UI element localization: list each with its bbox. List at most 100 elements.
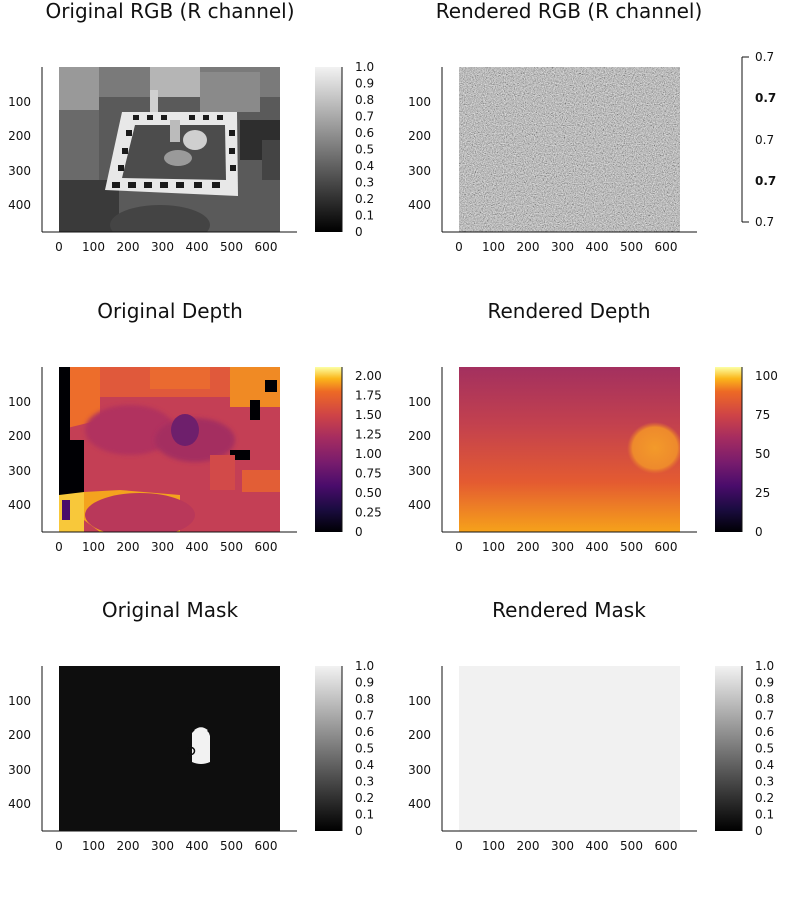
x-tick-label: 200	[117, 839, 140, 853]
colorbar-tick-label: 0.25	[355, 506, 382, 520]
colorbar-tick-label: 1.75	[355, 389, 382, 403]
y-tick-label: 200	[8, 429, 31, 443]
colorbar-tick-label: 0.1	[355, 808, 374, 822]
y-tick-label: 300	[8, 763, 31, 777]
y-tick-labels: 100 200 300 400	[408, 395, 431, 512]
heatmap-image-photo	[59, 67, 280, 232]
colorbar-tick-label: 0	[355, 225, 363, 239]
colorbar: 0 25 50 75 100	[715, 367, 778, 539]
y-tick-label: 400	[408, 797, 431, 811]
x-tick-label: 500	[620, 240, 643, 254]
colorbar-tick-label: 1.0	[755, 659, 774, 673]
y-tick-label: 300	[408, 763, 431, 777]
colorbar-tick-label: 0.2	[755, 791, 774, 805]
colorbar-tick-label: 0.3	[355, 775, 374, 789]
x-tick-label: 400	[586, 839, 609, 853]
colorbar-tick-label: 0	[355, 525, 363, 539]
panel-rendered-depth: Rendered Depth 0 100 200 300 400 500 600…	[408, 299, 778, 554]
colorbar-tick-label: 0.5	[355, 143, 374, 157]
colorbar-tick-label: 0.4	[755, 758, 774, 772]
x-tick-label: 200	[517, 839, 540, 853]
colorbar-tick-label: 0.7	[755, 133, 774, 147]
x-tick-label: 500	[620, 540, 643, 554]
colorbar-tick-label: 1.0	[355, 60, 374, 74]
colorbar-tick-label: 0.3	[355, 176, 374, 190]
colorbar-tick-label: 0.8	[355, 692, 374, 706]
x-tick-label: 0	[55, 540, 63, 554]
y-tick-label: 200	[8, 129, 31, 143]
axes	[41, 367, 297, 533]
x-tick-label: 400	[586, 240, 609, 254]
x-tick-label: 400	[186, 839, 209, 853]
colorbar-tick-label: 0.7	[755, 174, 776, 188]
x-tick-labels: 0 100 200 300 400 500 600	[455, 839, 677, 853]
panel-original-rgb: Original RGB (R channel)	[8, 0, 374, 254]
colorbar-tick-labels: 0 0.25 0.50 0.75 1.00 1.25 1.50 1.75 2.0…	[355, 369, 382, 539]
colorbar-tick-labels: 0 0.1 0.2 0.3 0.4 0.5 0.6 0.7 0.8 0.9 1.…	[355, 60, 374, 239]
x-tick-label: 500	[220, 240, 243, 254]
colorbar-tick-label: 0.2	[355, 791, 374, 805]
x-tick-label: 0	[55, 839, 63, 853]
x-tick-label: 0	[55, 240, 63, 254]
panel-title: Original Depth	[97, 299, 243, 323]
x-tick-label: 300	[551, 240, 574, 254]
x-tick-label: 500	[620, 839, 643, 853]
colorbar: 0 0.1 0.2 0.3 0.4 0.5 0.6 0.7 0.8 0.9 1.…	[315, 659, 374, 838]
panel-original-depth: Original Depth 0	[8, 299, 382, 554]
colorbar-tick-label: 0.4	[355, 758, 374, 772]
panel-rendered-mask: Rendered Mask 0 100 200 300 400 500 600 …	[408, 598, 774, 853]
y-tick-labels: 100 200 300 400	[8, 95, 31, 212]
x-tick-label: 100	[82, 240, 105, 254]
x-tick-label: 100	[482, 839, 505, 853]
colorbar-tick-label: 1.00	[355, 447, 382, 461]
colorbar-tick-label: 0.7	[755, 91, 776, 105]
y-tick-label: 100	[408, 395, 431, 409]
x-tick-label: 200	[117, 540, 140, 554]
y-tick-label: 200	[408, 429, 431, 443]
colorbar-tick-label: 0.8	[355, 93, 374, 107]
x-tick-label: 300	[151, 839, 174, 853]
heatmap-image-gradient	[459, 367, 680, 532]
colorbar-tick-label: 0	[355, 824, 363, 838]
y-tick-label: 200	[408, 728, 431, 742]
colorbar-tick-label: 0.7	[355, 110, 374, 124]
y-tick-label: 300	[8, 164, 31, 178]
colorbar-tick-label: 0.6	[355, 725, 374, 739]
y-tick-label: 400	[8, 797, 31, 811]
panel-title: Rendered RGB (R channel)	[436, 0, 703, 23]
heatmap-image-depth	[59, 367, 280, 532]
heatmap-image-flat	[459, 666, 680, 831]
x-tick-label: 400	[586, 540, 609, 554]
colorbar-tick-label: 0.6	[755, 725, 774, 739]
y-tick-label: 300	[408, 164, 431, 178]
x-tick-label: 600	[655, 240, 678, 254]
panel-title: Original RGB (R channel)	[45, 0, 294, 23]
x-tick-label: 600	[655, 839, 678, 853]
x-tick-label: 100	[82, 540, 105, 554]
x-tick-label: 0	[455, 240, 463, 254]
x-tick-label: 500	[220, 839, 243, 853]
y-tick-label: 400	[8, 198, 31, 212]
y-tick-label: 400	[8, 498, 31, 512]
colorbar-tick-label: 0.9	[355, 676, 374, 690]
colorbar-tick-label: 0.7	[755, 709, 774, 723]
x-tick-label: 400	[186, 240, 209, 254]
colorbar-tick-label: 0.4	[355, 159, 374, 173]
panel-title: Rendered Mask	[492, 598, 646, 622]
colorbar-tick-label: 0.8	[755, 692, 774, 706]
colorbar-tick-label: 0.75	[355, 467, 382, 481]
y-tick-label: 100	[8, 95, 31, 109]
colorbar-tick-label: 0.7	[755, 215, 774, 229]
heatmap-image-noise	[459, 67, 680, 232]
y-tick-label: 300	[8, 464, 31, 478]
colorbar-tick-label: 0.6	[355, 126, 374, 140]
colorbar-tick-label: 0	[755, 824, 763, 838]
x-tick-label: 300	[151, 240, 174, 254]
x-tick-label: 600	[255, 839, 278, 853]
x-tick-labels: 0 100 200 300 400 500 600	[455, 540, 677, 554]
x-tick-label: 600	[255, 540, 278, 554]
panel-rendered-rgb: Rendered RGB (R channel) 0 100 200 300 4…	[408, 0, 776, 254]
y-tick-label: 100	[408, 95, 431, 109]
colorbar-tick-labels: 0 0.1 0.2 0.3 0.4 0.5 0.6 0.7 0.8 0.9 1.…	[355, 659, 374, 838]
